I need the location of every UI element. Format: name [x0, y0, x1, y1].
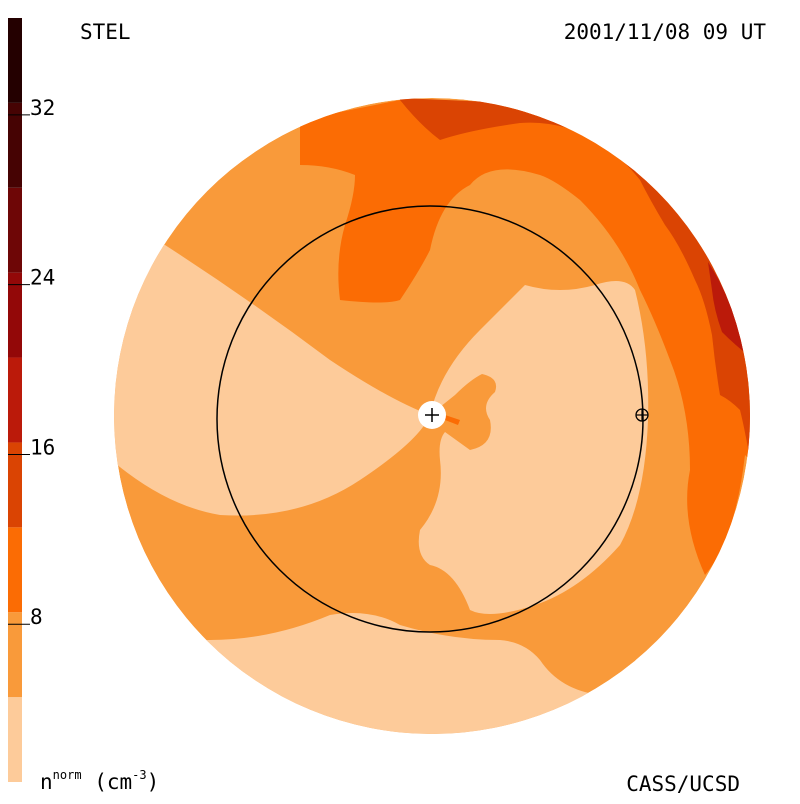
colorbar-level-3 [8, 442, 22, 528]
colorbar-level-5 [8, 272, 22, 358]
unit-close: ) [146, 770, 160, 794]
colorbar-tick-label-0: 8 [30, 605, 43, 629]
chart-title: STEL [80, 20, 131, 44]
unit-superscript: norm [52, 768, 82, 782]
colorbar-tick-label-1: 16 [30, 435, 55, 459]
colorbar-level-1 [8, 612, 22, 698]
colorbar-unit-label: nnorm (cm-3) [40, 768, 159, 794]
colorbar-level-8 [8, 18, 22, 103]
credit-label: CASS/UCSD [626, 772, 740, 796]
colorbar-level-0 [8, 697, 22, 782]
sun-marker [418, 401, 446, 429]
region-light-south [114, 613, 750, 734]
region-orange-center-streak [445, 415, 460, 425]
region-dark-northeast [400, 98, 750, 460]
unit-open: (cm [94, 770, 133, 794]
colorbar-level-6 [8, 187, 22, 273]
unit-exponent: -3 [132, 768, 147, 782]
colorbar-tick-label-2: 24 [30, 266, 55, 290]
colorbar-tick-label-3: 32 [30, 96, 55, 120]
earth-orbit [216, 205, 644, 633]
region-light-center [418, 281, 649, 614]
earth-marker [635, 408, 649, 422]
colorbar-level-4 [8, 357, 22, 443]
unit-quantity: n [40, 770, 53, 794]
region-light-west [114, 230, 430, 516]
colorbar-ticks: 8 16 24 32 [8, 96, 55, 629]
timestamp: 2001/11/08 09 UT [563, 20, 766, 44]
colorbar-level-7 [8, 102, 22, 188]
region-red-east [708, 262, 748, 355]
colorbar-level-2 [8, 527, 22, 613]
density-disc [114, 98, 750, 734]
colorbar [8, 18, 22, 782]
region-orange-north [300, 100, 750, 575]
